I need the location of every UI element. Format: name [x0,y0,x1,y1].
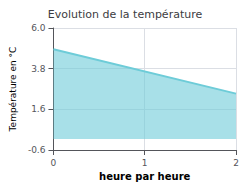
svg-text:-0.6: -0.6 [28,145,46,155]
svg-text:0: 0 [51,158,57,168]
svg-text:Evolution de la température: Evolution de la température [48,8,203,21]
svg-text:1: 1 [142,158,148,168]
svg-text:Température en °C: Température en °C [8,47,18,133]
svg-text:2: 2 [233,158,239,168]
svg-text:3.8: 3.8 [31,64,46,74]
svg-text:heure par heure: heure par heure [99,171,190,182]
svg-text:6.0: 6.0 [31,23,46,33]
svg-text:1.6: 1.6 [31,104,46,114]
